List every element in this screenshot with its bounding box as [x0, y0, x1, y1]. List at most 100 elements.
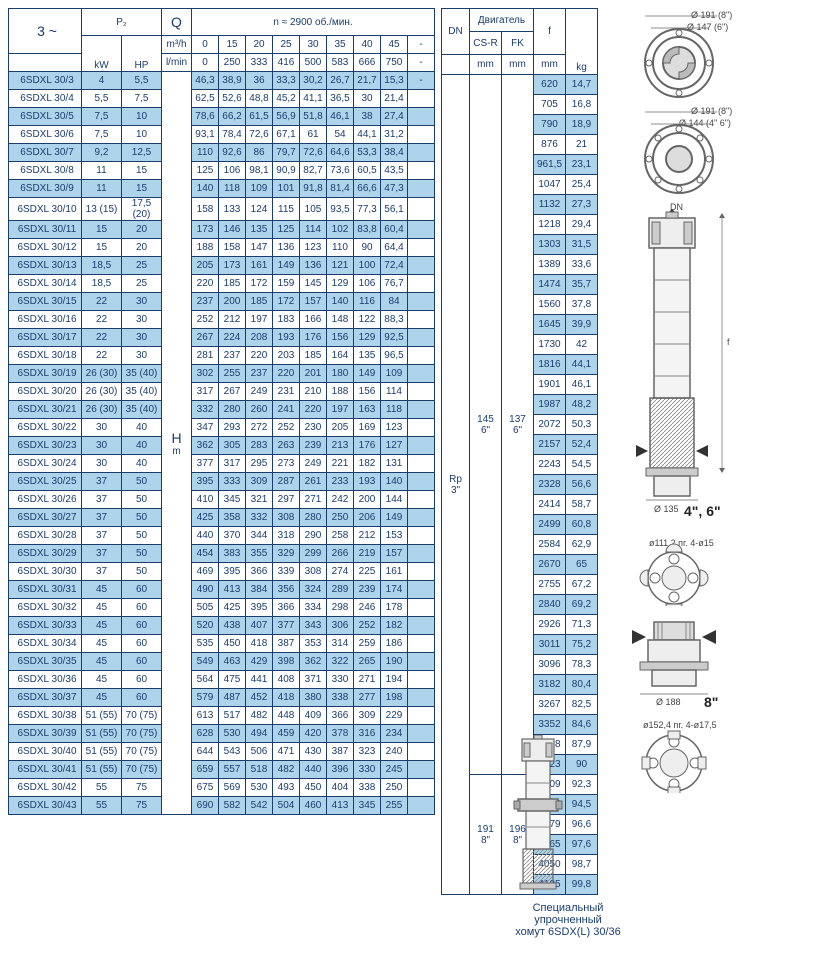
head-value — [408, 527, 435, 545]
hp-cell: 50 — [122, 527, 162, 545]
head-value — [408, 221, 435, 239]
kg-cell: 46,1 — [566, 375, 598, 395]
head-value: 212 — [354, 527, 381, 545]
head-value: 73,6 — [327, 162, 354, 180]
head-value — [408, 743, 435, 761]
model-cell: 6SDXL 30/19 — [9, 365, 82, 383]
table-row: 6SDXL 30/1418,52522018517215914512910676… — [9, 275, 435, 293]
kw-cell: 45 — [82, 617, 122, 635]
head-value: 45,2 — [273, 90, 300, 108]
kw-cell: 37 — [82, 491, 122, 509]
flange-circle-6in-147: Ø 191 (8") Ø 147 (6") — [609, 8, 739, 98]
head-value: 450 — [300, 779, 327, 797]
head-value — [408, 707, 435, 725]
kg-cell: 82,5 — [566, 695, 598, 715]
kg-cell: 78,3 — [566, 655, 598, 675]
hp-cell: 35 (40) — [122, 401, 162, 419]
f-cell: 1389 — [534, 255, 566, 275]
head-value: 82,7 — [300, 162, 327, 180]
model-cell: 6SDXL 30/41 — [9, 761, 82, 779]
table-row: 6SDXL 30/57,51078,666,261,556,951,846,13… — [9, 108, 435, 126]
head-value: 157 — [381, 545, 408, 563]
dimension-diagrams: Ø 191 (8") Ø 147 (6") Ø 191 (8") Ø 144 (… — [604, 8, 744, 793]
head-value: 129 — [327, 275, 354, 293]
hp-cell: 15 — [122, 180, 162, 198]
model-cell: 6SDXL 30/30 — [9, 563, 82, 581]
f-cell: 3011 — [534, 635, 566, 655]
dim-135: Ø 135 — [654, 504, 679, 514]
f-cell: 1560 — [534, 295, 566, 315]
head-value: 36,5 — [327, 90, 354, 108]
hp-header: HP — [122, 36, 162, 72]
hp-cell: 50 — [122, 563, 162, 581]
hp-cell: 12,5 — [122, 144, 162, 162]
model-cell: 6SDXL 30/37 — [9, 689, 82, 707]
head-value: 90,9 — [273, 162, 300, 180]
head-value: 366 — [273, 599, 300, 617]
f-cell: 2670 — [534, 555, 566, 575]
model-cell: 6SDXL 30/27 — [9, 509, 82, 527]
head-value: 182 — [354, 455, 381, 473]
head-value: 102 — [327, 221, 354, 239]
head-value: 255 — [381, 797, 408, 815]
head-value: 330 — [327, 671, 354, 689]
head-value: 79,7 — [273, 144, 300, 162]
head-value: 332 — [192, 401, 219, 419]
head-value: 314 — [327, 635, 354, 653]
hp-cell: 17,5 (20) — [122, 198, 162, 221]
kg-cell: 48,2 — [566, 395, 598, 415]
model-cell: 6SDXL 30/16 — [9, 311, 82, 329]
head-value: 110 — [192, 144, 219, 162]
head-value: 114 — [300, 221, 327, 239]
head-value: 110 — [327, 239, 354, 257]
head-value: 105 — [300, 198, 327, 221]
head-value: 60,5 — [354, 162, 381, 180]
head-value: 518 — [246, 761, 273, 779]
f-cell: 1816 — [534, 355, 566, 375]
head-value: 116 — [354, 293, 381, 311]
head-value: 193 — [273, 329, 300, 347]
kw-cell: 22 — [82, 311, 122, 329]
head-value: 161 — [381, 563, 408, 581]
head-value: 249 — [300, 455, 327, 473]
head-value — [408, 617, 435, 635]
model-cell: 6SDXL 30/14 — [9, 275, 82, 293]
head-value: 190 — [381, 653, 408, 671]
head-value: 295 — [246, 455, 273, 473]
flow-m3h-7: 45 — [381, 36, 408, 54]
head-value — [408, 257, 435, 275]
head-value: 366 — [246, 563, 273, 581]
head-value: 109 — [381, 365, 408, 383]
head-value: 30 — [354, 90, 381, 108]
head-value: 505 — [192, 599, 219, 617]
head-value: 178 — [381, 599, 408, 617]
head-value: 260 — [246, 401, 273, 419]
head-value: 131 — [381, 455, 408, 473]
head-value: 438 — [219, 617, 246, 635]
head-value: 135 — [246, 221, 273, 239]
head-value: 318 — [273, 527, 300, 545]
kg-cell: 69,2 — [566, 595, 598, 615]
head-value: 259 — [354, 635, 381, 653]
head-value: 380 — [300, 689, 327, 707]
head-value: 115 — [273, 198, 300, 221]
head-value: 659 — [192, 761, 219, 779]
head-value: 494 — [246, 725, 273, 743]
dim-147: Ø 147 (6") — [687, 22, 728, 32]
head-value: 106 — [354, 275, 381, 293]
head-value — [408, 437, 435, 455]
head-value: 261 — [300, 473, 327, 491]
head-value: 418 — [246, 635, 273, 653]
kg-cell: 75,2 — [566, 635, 598, 655]
model-cell: 6SDXL 30/35 — [9, 653, 82, 671]
engine-row: Rp 3"145 6"137 6"62014,7 — [442, 75, 598, 95]
head-value: 234 — [381, 725, 408, 743]
head-value: 317 — [219, 455, 246, 473]
table-row: 6SDXL 30/16223025221219718316614812288,3 — [9, 311, 435, 329]
head-value: 169 — [354, 419, 381, 437]
hp-cell: 25 — [122, 257, 162, 275]
head-value: 21,7 — [354, 72, 381, 90]
head-value: 219 — [354, 545, 381, 563]
kw-cell: 5,5 — [82, 90, 122, 108]
table-row: 6SDXL 30/17223026722420819317615612992,5 — [9, 329, 435, 347]
